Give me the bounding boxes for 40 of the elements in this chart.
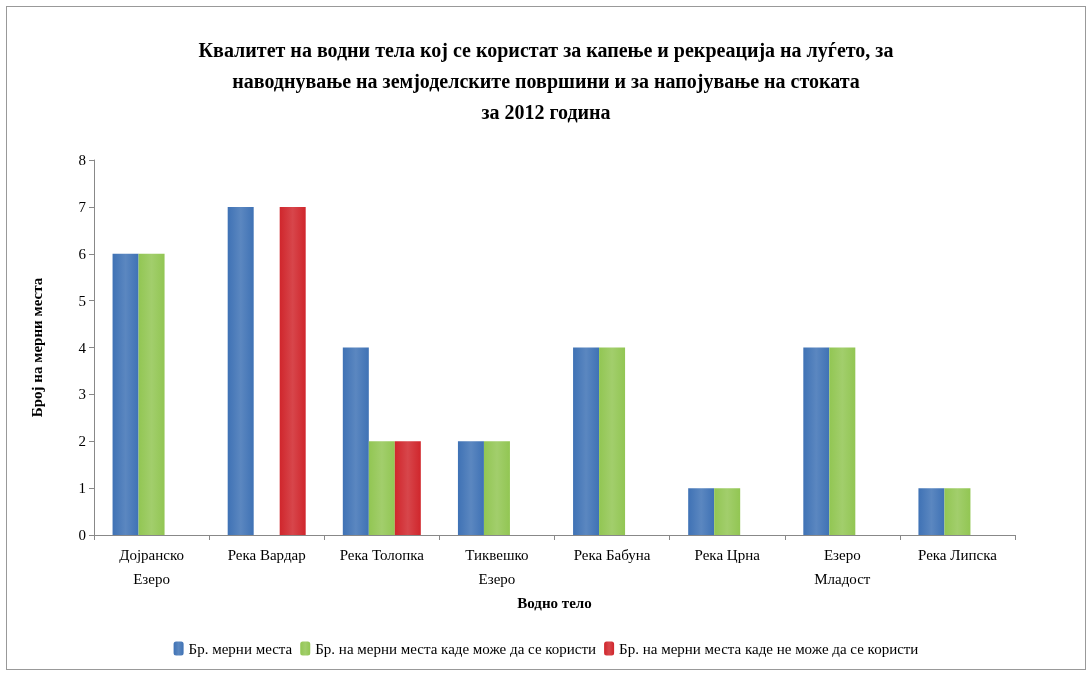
x-tick-label: Река Вардар xyxy=(227,547,306,563)
bar xyxy=(342,347,369,535)
bar xyxy=(599,347,626,535)
x-tick-label: Дојранско Езеро xyxy=(119,547,184,587)
bar xyxy=(227,206,254,535)
y-tick-label: 3 xyxy=(78,386,86,403)
x-tick-label: Река Толопка xyxy=(339,547,425,563)
legend-label: Бр. на мерни места каде може да се користи xyxy=(315,640,597,657)
y-axis-title: Број на мерни места xyxy=(28,277,45,418)
y-tick-label: 5 xyxy=(78,292,86,309)
x-tick-label: Река Бабуна xyxy=(573,547,651,563)
y-tick-label: 2 xyxy=(78,433,86,450)
bar xyxy=(829,347,856,535)
bar xyxy=(714,488,741,535)
x-tick-label: Река Црна xyxy=(694,547,761,563)
bar xyxy=(483,441,510,535)
bar xyxy=(918,488,945,535)
y-tick-label: 1 xyxy=(78,480,86,497)
y-tick-label: 0 xyxy=(78,527,86,543)
bar xyxy=(457,441,484,535)
bar xyxy=(803,347,830,535)
bar xyxy=(112,253,139,535)
x-tick-label: Река Липска xyxy=(918,547,998,563)
bar xyxy=(688,488,715,535)
x-tick-label: Тиквешко Езеро xyxy=(465,547,529,587)
bar xyxy=(573,347,600,535)
y-tick-label: 8 xyxy=(78,152,86,168)
bar xyxy=(368,441,395,535)
x-axis-title: Водно тело xyxy=(517,595,592,612)
x-tick-label: Езеро Младост xyxy=(814,547,871,587)
bar xyxy=(279,206,306,535)
legend-label: Бр. на мерни места каде не може да се користи xyxy=(619,640,919,657)
bar xyxy=(394,441,421,535)
bar xyxy=(944,488,971,535)
chart-title: Квалитет на водни тела кој се користат за капење и рекреација на луѓето, за наводнување на земјоделските површини и за напојување на стоката за 2012 година xyxy=(198,38,894,123)
bar xyxy=(138,253,165,535)
y-tick-label: 4 xyxy=(78,339,87,356)
legend-label: Бр. мерни места xyxy=(188,640,293,657)
y-tick-label: 7 xyxy=(78,198,87,215)
y-tick-label: 6 xyxy=(78,245,87,262)
